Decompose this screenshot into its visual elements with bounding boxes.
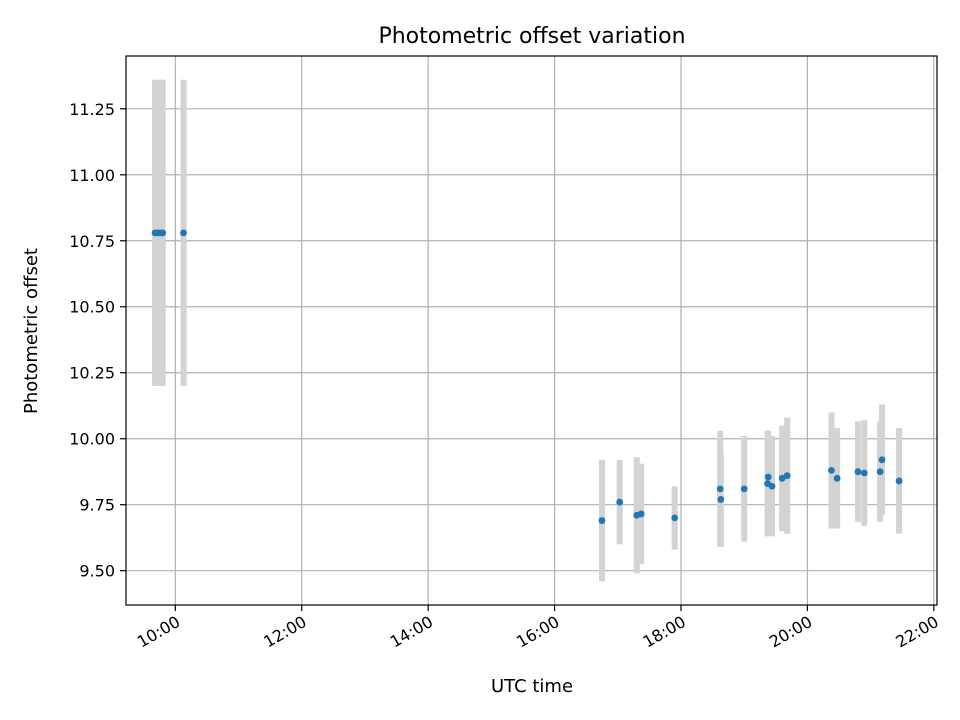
- grid: [126, 56, 937, 605]
- data-point: [876, 468, 884, 476]
- data-point: [740, 485, 748, 493]
- y-tick-label: 11.00: [69, 166, 115, 185]
- y-tick-label: 9.50: [79, 562, 115, 581]
- data-point: [637, 510, 645, 518]
- data-points: [151, 229, 903, 524]
- data-point: [895, 477, 903, 485]
- data-point: [764, 473, 772, 481]
- y-tick-label: 10.50: [69, 298, 115, 317]
- data-point: [180, 229, 187, 237]
- x-tick-label: 12:00: [260, 612, 309, 652]
- x-axis: 10:00 12:00 14:00 16:00 18:00 20:00 22:00: [134, 605, 942, 652]
- x-axis-label: UTC time: [491, 676, 573, 697]
- y-tick-label: 10.25: [69, 364, 115, 383]
- data-point: [878, 456, 886, 464]
- y-axis-label: Photometric offset: [21, 248, 42, 414]
- y-tick-label: 10.00: [69, 430, 115, 449]
- data-point: [159, 229, 167, 237]
- x-tick-label: 16:00: [513, 612, 562, 652]
- data-point: [778, 474, 786, 482]
- plot-frame: [125, 55, 938, 606]
- data-point: [860, 469, 868, 477]
- x-tick-label: 14:00: [387, 612, 436, 652]
- x-tick-label: 10:00: [134, 612, 183, 652]
- y-tick-label: 10.75: [69, 232, 115, 251]
- x-tick-label: 18:00: [640, 612, 689, 652]
- data-point: [783, 472, 791, 480]
- data-point: [828, 466, 835, 474]
- chart-title: Photometric offset variation: [378, 24, 685, 49]
- y-tick-label: 9.75: [79, 496, 115, 515]
- y-tick-label: 11.25: [69, 100, 115, 119]
- data-point: [671, 514, 679, 522]
- data-point: [717, 496, 725, 503]
- data-point: [616, 498, 624, 506]
- data-point: [768, 482, 776, 490]
- y-axis: 9.50 9.75 10.00 10.25 10.50 10.75 11.00 11.25: [69, 100, 126, 581]
- data-point: [716, 485, 724, 493]
- x-tick-label: 20:00: [766, 612, 815, 652]
- data-point: [598, 517, 606, 524]
- data-point: [854, 468, 862, 476]
- x-tick-label: 22:00: [892, 612, 941, 652]
- error-bars: [152, 79, 903, 582]
- data-point: [833, 474, 841, 482]
